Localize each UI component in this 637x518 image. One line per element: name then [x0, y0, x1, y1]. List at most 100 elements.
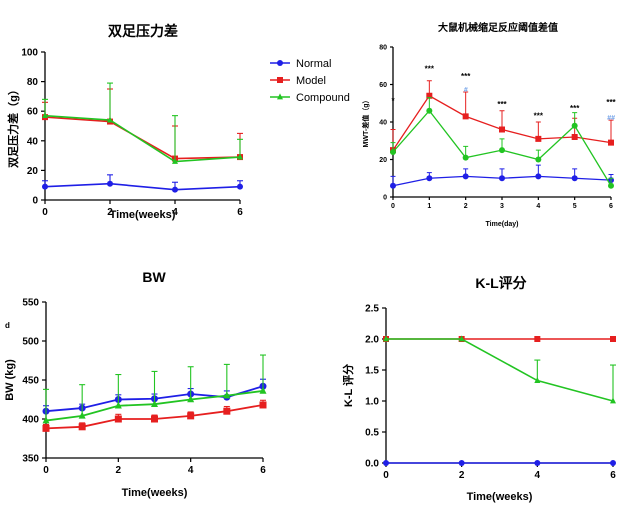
data-point: [462, 173, 469, 180]
y-tick-label: 500: [22, 337, 39, 348]
series-normal: [383, 460, 616, 466]
x-tick-label: 2: [464, 203, 468, 210]
data-point: [499, 147, 505, 154]
y-tick-label: 20: [27, 166, 39, 177]
legend-label: Normal: [296, 58, 331, 70]
significance-label: ***: [606, 98, 616, 107]
significance-label-blue: #: [464, 87, 468, 94]
data-point: [42, 424, 50, 432]
significance-label: *: [391, 96, 395, 105]
y-tick-label: 0.0: [365, 459, 379, 470]
y-tick-label: 60: [379, 82, 387, 89]
series-compound: [383, 335, 616, 404]
legend-marker: [277, 77, 283, 83]
significance-label: ***: [425, 64, 435, 73]
y-axis-label: 双足压力差（g）: [6, 84, 20, 168]
legend-label: Model: [296, 75, 326, 87]
data-point: [535, 156, 542, 163]
series-line: [44, 114, 241, 163]
x-tick-label: 0: [391, 203, 395, 210]
data-point: [187, 395, 195, 403]
y-tick-label: 1.5: [365, 366, 379, 377]
series-line: [44, 116, 241, 160]
y-tick-label: 0: [32, 196, 38, 207]
data-point: [608, 182, 614, 189]
x-tick-label: 6: [237, 207, 243, 218]
x-axis-label: Time(day): [486, 221, 519, 228]
x-tick-label: 5: [573, 203, 577, 210]
data-point: [151, 415, 158, 423]
y-tick-label: 2.0: [365, 335, 379, 346]
significance-label: ***: [461, 72, 471, 81]
series-line: [44, 182, 241, 191]
y-tick-label: 40: [27, 136, 39, 147]
data-point: [237, 183, 243, 190]
data-point: [610, 397, 616, 404]
chart-title: 大鼠机械缩足反应阈值差值: [438, 21, 558, 34]
y-tick-label: 60: [27, 107, 39, 118]
legend-marker: [277, 60, 283, 66]
y-tick-label: 350: [22, 454, 39, 465]
data-point: [114, 401, 122, 409]
y-tick-label: 80: [27, 77, 39, 88]
data-point: [42, 112, 48, 119]
data-point: [172, 157, 178, 164]
x-tick-label: 6: [609, 203, 613, 210]
significance-label: ***: [534, 111, 544, 120]
x-tick-label: 4: [172, 207, 178, 218]
data-point: [499, 175, 505, 182]
chart-title: 双足压力差: [108, 23, 178, 39]
data-point: [610, 460, 616, 466]
data-point: [172, 186, 178, 193]
legend-item-model: Model: [270, 75, 326, 87]
legend-label: Compound: [296, 92, 350, 104]
data-point: [223, 391, 231, 399]
data-point: [462, 154, 469, 161]
x-tick-label: 3: [500, 203, 504, 210]
data-point: [187, 412, 195, 420]
data-point: [608, 139, 614, 146]
data-point: [458, 460, 465, 466]
data-point: [571, 175, 578, 182]
data-point: [237, 153, 243, 160]
data-point: [42, 183, 48, 190]
x-tick-label: 4: [536, 203, 540, 210]
y-tick-label: 40: [379, 120, 387, 127]
x-axis-label: Time(weeks): [110, 209, 176, 221]
x-tick-label: 4: [535, 470, 541, 481]
x-axis-label: Time(weeks): [467, 491, 533, 503]
legend-item-normal: Normal: [270, 58, 331, 70]
data-point: [534, 460, 541, 466]
chart-title: BW: [142, 269, 166, 285]
panel-letter: d: [5, 321, 10, 330]
data-point: [42, 416, 50, 424]
y-tick-label: 20: [379, 157, 387, 164]
data-point: [390, 182, 396, 189]
series-model: [42, 399, 267, 432]
x-tick-label: 0: [43, 465, 49, 476]
series-normal: [42, 174, 243, 193]
data-point: [426, 107, 433, 114]
data-point: [259, 386, 267, 394]
data-point: [458, 335, 465, 342]
data-point: [535, 135, 542, 142]
data-point: [534, 376, 541, 383]
y-tick-label: 400: [22, 415, 39, 426]
data-point: [107, 180, 113, 187]
data-point: [223, 407, 231, 415]
x-tick-label: 0: [383, 470, 389, 481]
x-tick-label: 2: [116, 465, 122, 476]
y-tick-label: 2.5: [365, 304, 379, 315]
series-compound: [42, 354, 267, 424]
data-point: [610, 336, 616, 342]
data-point: [534, 336, 541, 342]
y-axis-label: K-L 评分: [341, 364, 355, 407]
x-axis-label: Time(weeks): [122, 487, 188, 499]
data-point: [571, 134, 578, 140]
y-tick-label: 80: [379, 45, 387, 52]
y-tick-label: 0: [383, 195, 387, 202]
data-point: [535, 173, 542, 180]
